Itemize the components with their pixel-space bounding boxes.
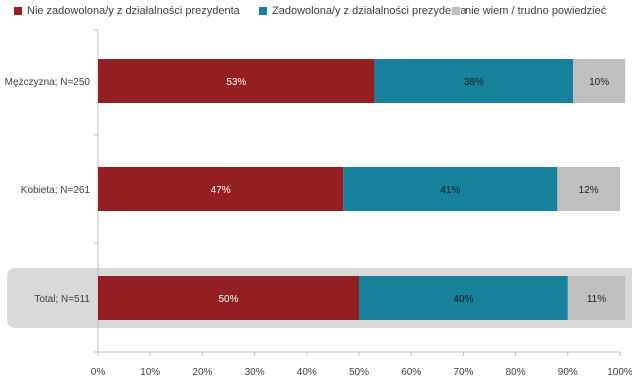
bar-segment: [374, 59, 574, 103]
bar-segment: [343, 167, 558, 211]
legend-label-dont-know: nie wiem / trudno powiedzieć: [465, 5, 607, 17]
data-label: 41%: [440, 185, 460, 196]
category-label: Mężczyzna; N=250: [5, 77, 91, 88]
x-tick-label: 90%: [558, 367, 578, 378]
bar-segment: [359, 276, 568, 320]
legend-swatch-not-satisfied: [14, 7, 22, 15]
legend-label-satisfied: Zadowolona/y z działalności prezydenta: [272, 5, 467, 17]
data-label: 12%: [579, 185, 599, 196]
x-tick-label: 10%: [140, 367, 160, 378]
data-label: 40%: [453, 294, 473, 305]
legend-item-not-satisfied: Nie zadowolona/y z działalności prezyden…: [14, 5, 240, 17]
x-tick-label: 40%: [297, 367, 317, 378]
x-tick-label: 70%: [453, 367, 473, 378]
x-tick-label: 50%: [349, 367, 369, 378]
bar-segment: [98, 167, 344, 211]
legend: Nie zadowolona/y z działalności prezyden…: [0, 5, 632, 19]
legend-item-dont-know: nie wiem / trudno powiedzieć: [452, 5, 606, 17]
category-label: Kobieta; N=261: [21, 185, 91, 196]
x-tick-label: 100%: [607, 367, 632, 378]
data-label: 53%: [226, 77, 246, 88]
legend-label-not-satisfied: Nie zadowolona/y z działalności prezyden…: [27, 5, 240, 17]
bar-segment: [567, 276, 626, 320]
bar-segment: [98, 276, 359, 320]
data-label: 47%: [211, 185, 231, 196]
legend-swatch-satisfied: [259, 7, 267, 15]
x-tick-label: 20%: [192, 367, 212, 378]
data-label: 11%: [587, 294, 606, 305]
category-label: Total; N=511: [34, 294, 90, 305]
x-tick-label: 60%: [401, 367, 421, 378]
bar-segment: [557, 167, 620, 211]
data-label: 50%: [218, 294, 238, 305]
data-label: 38%: [464, 77, 484, 88]
legend-swatch-dont-know: [452, 7, 460, 15]
x-tick-label: 80%: [506, 367, 526, 378]
x-tick-label: 30%: [245, 367, 265, 378]
legend-item-satisfied: Zadowolona/y z działalności prezydenta: [259, 5, 466, 17]
bar-segment: [573, 59, 626, 103]
data-label: 10%: [589, 77, 609, 88]
x-tick-label: 0%: [91, 367, 106, 378]
bar-segment: [98, 59, 375, 103]
